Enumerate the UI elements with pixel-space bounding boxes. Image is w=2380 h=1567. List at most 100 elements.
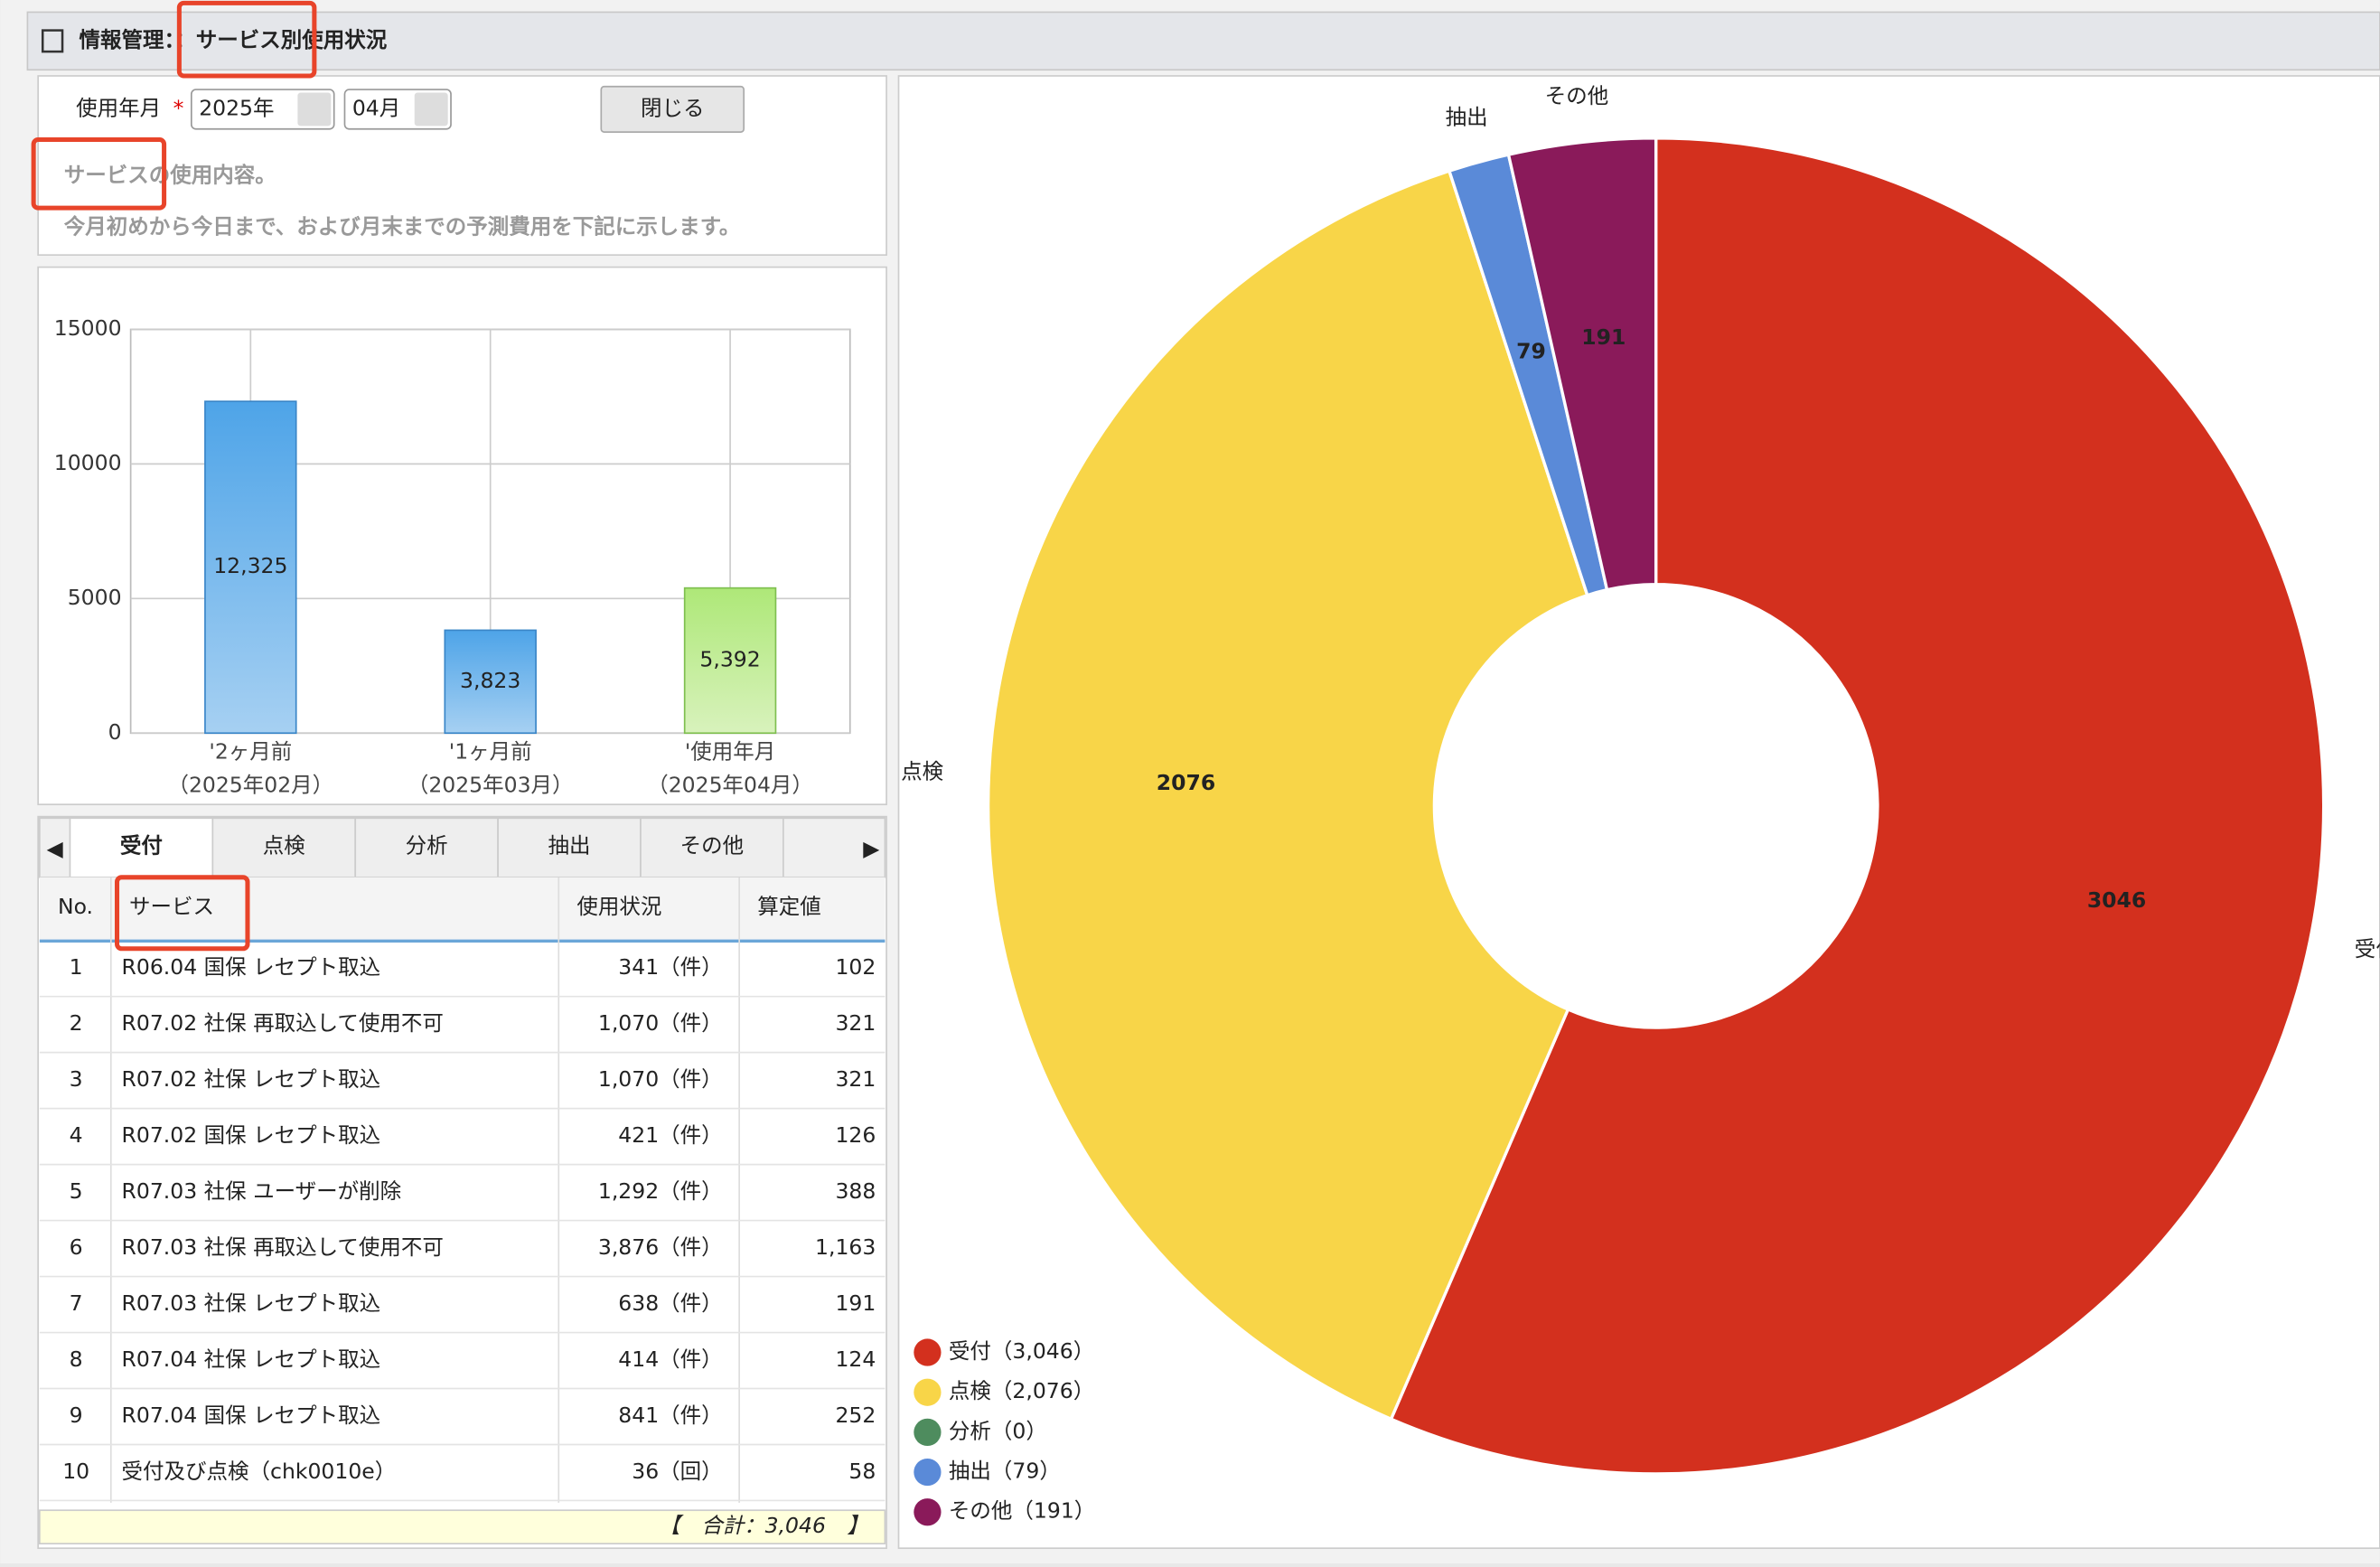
bar-value-label: 5,392	[699, 646, 760, 671]
tab-label: 分析	[406, 833, 448, 859]
table-cell: 58	[848, 1459, 876, 1484]
close-button[interactable]	[600, 85, 745, 133]
table-cell: 841（件）	[618, 1403, 722, 1428]
table-footer	[39, 1509, 886, 1545]
table-cell: R07.02 社保 レセプト取込	[122, 1066, 381, 1092]
table-cell: 36（回）	[632, 1459, 722, 1484]
table-cell: 388	[835, 1178, 876, 1204]
required-mark: *	[173, 95, 184, 120]
tab-label: その他	[680, 833, 745, 859]
legend-swatch	[914, 1378, 942, 1406]
table-cell: 受付及び点検（chk0010e）	[122, 1459, 397, 1484]
table-cell: 321	[835, 1066, 876, 1092]
legend-swatch	[914, 1338, 942, 1366]
table-header	[39, 877, 885, 942]
table-cell: 9	[70, 1403, 83, 1428]
table-cell: 4	[70, 1122, 83, 1148]
description-line: 今月初めから今日まで、および月末までの予測費用を下記に示します。	[64, 213, 741, 239]
tab[interactable]	[354, 817, 499, 878]
table-cell: 321	[835, 1010, 876, 1036]
tab-label: 受付	[120, 833, 163, 859]
tab-scroll-left: ◀	[47, 836, 63, 861]
form-label: 使用年月	[76, 95, 161, 120]
donut-slice	[986, 169, 1589, 1422]
slice-value-label: 2076	[1157, 770, 1215, 795]
donut-slice	[1389, 136, 2326, 1476]
table-cell: 1,070（件）	[598, 1010, 723, 1036]
x-tick-label: '使用年月	[685, 739, 775, 765]
annotation-box	[114, 875, 250, 952]
table-cell: 3,876（件）	[598, 1234, 723, 1260]
tab-scroll-right: ▶	[863, 836, 879, 861]
annotation-box	[176, 0, 317, 79]
annotation-box	[31, 137, 167, 211]
table-cell: R07.03 社保 再取込して使用不可	[122, 1234, 444, 1260]
x-tick-label: '2ヶ月前	[209, 739, 292, 765]
table-cell: 1,070（件）	[598, 1066, 723, 1092]
table-cell: 421（件）	[618, 1122, 722, 1148]
window-icon	[41, 29, 64, 53]
table-cell: R07.03 社保 ユーザーが削除	[122, 1178, 402, 1204]
tab-label: 点検	[263, 833, 305, 859]
table-cell: 1,163	[815, 1234, 876, 1260]
legend-swatch	[914, 1498, 942, 1526]
table-cell: 191	[835, 1290, 876, 1316]
legend-swatch	[914, 1418, 942, 1446]
table-cell: 7	[70, 1290, 83, 1316]
table-cell: 126	[835, 1122, 876, 1148]
slice-value-label: 191	[1581, 324, 1626, 350]
column-header: No.	[58, 894, 93, 919]
month-value: 04月	[352, 95, 400, 120]
slice-name-label: その他	[1545, 83, 1608, 108]
year-dropdown[interactable]	[297, 92, 332, 127]
x-tick-sublabel: （2025年03月）	[408, 773, 574, 798]
year-value: 2025年	[199, 95, 274, 120]
table-cell: R07.04 社保 レセプト取込	[122, 1346, 381, 1372]
table-cell: 638（件）	[618, 1290, 722, 1316]
table-cell: R07.04 国保 レセプト取込	[122, 1403, 381, 1428]
donut-slice	[1506, 136, 1658, 592]
table-cell: 414（件）	[618, 1346, 722, 1372]
y-tick-label: 0	[108, 719, 122, 745]
slice-value-label: 79	[1516, 338, 1546, 363]
bar	[444, 629, 537, 735]
table-cell: 1	[70, 954, 83, 980]
x-tick-sublabel: （2025年04月）	[647, 773, 813, 798]
bar-value-label: 12,325	[213, 553, 287, 578]
y-tick-label: 5000	[68, 585, 122, 610]
y-tick-label: 10000	[54, 450, 122, 475]
table-cell: R07.02 社保 再取込して使用不可	[122, 1010, 444, 1036]
column-header: サービス	[129, 894, 214, 919]
bar-value-label: 3,823	[460, 668, 520, 693]
table-cell: 252	[835, 1403, 876, 1428]
table-cell: 3	[70, 1066, 83, 1092]
column-header: 使用状況	[576, 894, 661, 919]
table-cell: 124	[835, 1346, 876, 1372]
legend-label: 抽出（79）	[949, 1459, 1061, 1484]
tab-label: 抽出	[548, 833, 591, 859]
table-cell: 102	[835, 954, 876, 980]
month-dropdown[interactable]	[414, 92, 448, 127]
table-total: 【 合計：3,046 】	[659, 1513, 868, 1538]
x-tick-sublabel: （2025年02月）	[167, 773, 333, 798]
slice-value-label: 3046	[2087, 887, 2146, 913]
table-cell: 8	[70, 1346, 83, 1372]
legend-label: 受付（3,046）	[949, 1338, 1094, 1364]
tab[interactable]	[640, 817, 784, 878]
legend-swatch	[914, 1458, 942, 1487]
slice-name-label: 点検	[901, 759, 943, 784]
description-line: サービスの使用内容。	[64, 162, 276, 187]
table-cell: 5	[70, 1178, 83, 1204]
table-cell: R07.03 社保 レセプト取込	[122, 1290, 381, 1316]
table-cell: 2	[70, 1010, 83, 1036]
pie-group: 3046 受付 2076 点検 79 抽出 191 その他	[901, 83, 2380, 1476]
x-tick-label: '1ヶ月前	[449, 739, 532, 765]
header-bar	[26, 11, 2380, 71]
legend-label: その他（191）	[949, 1498, 1095, 1524]
column-header: 算定値	[757, 894, 821, 919]
legend-label: 分析（0）	[949, 1418, 1047, 1443]
legend-label: 点検（2,076）	[949, 1378, 1094, 1403]
header-title: 情報管理：：サービス別使用状況	[80, 27, 388, 52]
